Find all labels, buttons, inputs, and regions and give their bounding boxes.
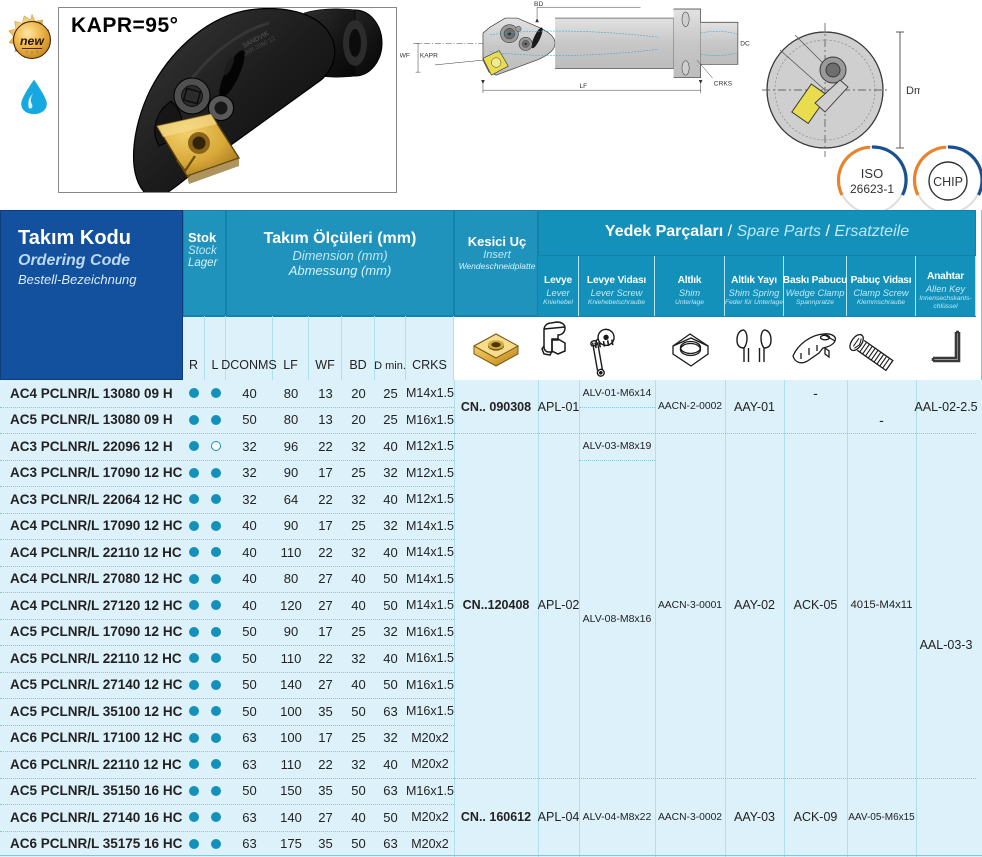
svg-text:CRKS: CRKS — [714, 80, 733, 87]
svg-text:BD: BD — [534, 1, 543, 8]
svg-text:WF: WF — [400, 53, 410, 60]
svg-text:new: new — [20, 34, 45, 48]
svg-text:KAPR: KAPR — [420, 53, 438, 60]
svg-text:LF: LF — [580, 83, 588, 90]
svg-text:26623-1: 26623-1 — [850, 182, 894, 196]
svg-text:CHIP: CHIP — [933, 175, 963, 189]
svg-text:DCONMS: DCONMS — [740, 41, 750, 48]
svg-text:ISO: ISO — [861, 166, 883, 181]
